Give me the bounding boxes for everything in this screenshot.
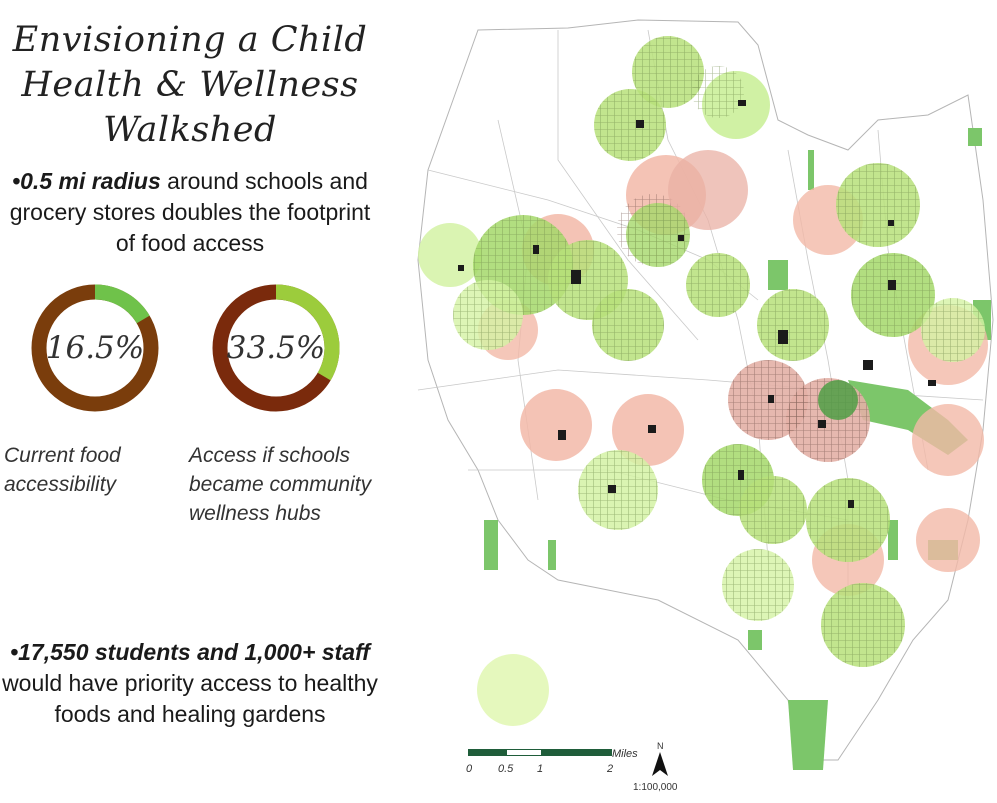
scale-bar: 0 0.5 1 2 [465,745,665,795]
school-walksheds [418,36,985,726]
bullet-marker: • [10,639,19,665]
bullet-students-text: would have priority access to healthy fo… [2,670,378,727]
bullet-marker: • [12,168,21,194]
scale-segment [468,749,506,756]
donut-caption-hub: Access if schools became community welln… [189,441,371,528]
caption-line: Access if schools [189,444,351,467]
scale-tick-label: 0 [466,763,473,775]
donut-value: 16.5% [45,330,145,366]
north-label: N [657,741,664,751]
donut-value: 33.5% [226,330,326,366]
bullet-students: •17,550 students and 1,000+ staff would … [0,637,380,730]
bullet-radius: •0.5 mi radius around schools and grocer… [0,166,380,259]
page-title: Envisioning a Child Health & Wellness Wa… [0,18,380,153]
title-line-1: Envisioning a Child [12,20,368,60]
caption-line: Current food [4,444,121,467]
bullet-students-emphasis: 17,550 students and 1,000+ staff [18,639,370,665]
title-line-3: Walkshed [103,110,277,150]
map-canvas [417,19,994,770]
scale-unit-label: Miles [612,748,638,760]
donut-ring-accent [275,284,340,381]
bullet-radius-text: around schools and grocery stores double… [9,168,371,256]
scale-segment [542,749,612,756]
caption-line: became community [189,473,372,496]
donut-hub-access: 33.5% [196,283,356,413]
caption-line: accessibility [4,473,117,496]
bullet-radius-emphasis: 0.5 mi radius [20,168,161,194]
donut-caption-current: Current food accessibility [4,441,121,499]
donut-current-access: 16.5% [15,283,175,413]
scale-segment [506,749,542,756]
donut-ring-accent [94,284,150,324]
scale-tick-label: 2 [607,763,614,775]
scale-ratio-label: 1:100,000 [633,782,678,793]
walkshed-map[interactable] [408,0,997,799]
scale-tick-label: 0.5 [498,763,514,775]
buildings [458,100,936,508]
scale-tick-label: 1 [537,763,544,775]
left-panel: Envisioning a Child Health & Wellness Wa… [0,0,400,799]
north-arrow-icon: N [648,740,672,780]
caption-line: wellness hubs [189,502,321,525]
title-line-2: Health & Wellness [21,65,359,105]
